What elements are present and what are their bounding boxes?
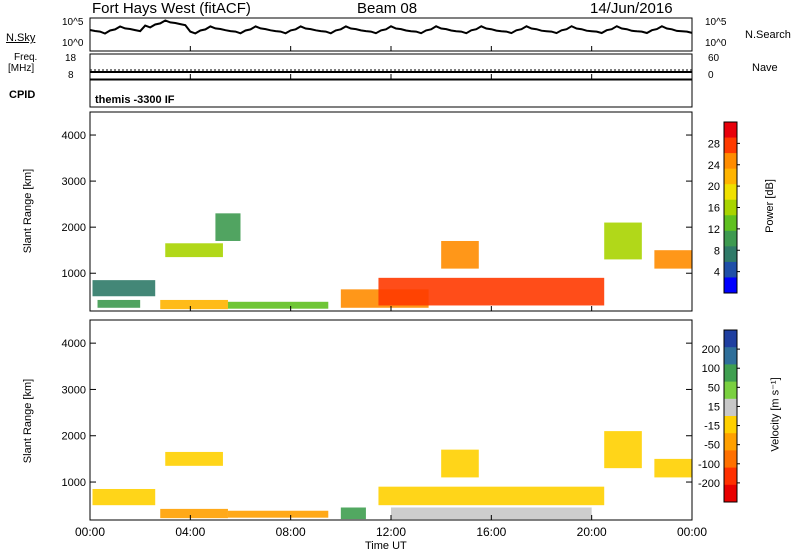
velocity-colorbar-tick-label-1: 100 — [702, 363, 720, 375]
power-colorbar-seg-7 — [724, 230, 737, 247]
velocity-colorbar-seg-8 — [724, 467, 737, 486]
power-region-7 — [378, 277, 605, 306]
nsky-label: N.Sky — [6, 32, 36, 44]
power-ytick-label-3: 4000 — [62, 130, 86, 142]
freq-label: Freq. — [14, 52, 38, 63]
velocity-colorbar-seg-7 — [724, 450, 737, 469]
power-region-8 — [441, 240, 479, 269]
cpid-label: CPID — [9, 89, 36, 101]
power-colorbar-tick-label-0: 28 — [708, 138, 720, 150]
xtick-label-4: 16:00 — [476, 525, 506, 539]
x-axis-label: Time UT — [365, 540, 407, 552]
xtick-label-0: 00:00 — [75, 525, 105, 539]
velocity-region-7 — [441, 449, 479, 478]
velocity-colorbar-tick-label-7: -200 — [698, 478, 720, 490]
nave-label: Nave — [752, 62, 778, 74]
power-ytick-label-0: 1000 — [62, 268, 86, 280]
power-region-0 — [92, 280, 156, 297]
power-colorbar-seg-5 — [724, 199, 737, 216]
velocity-region-0 — [92, 488, 156, 506]
power-ytick-label-2: 3000 — [62, 176, 86, 188]
velocity-ytick-label-0: 1000 — [62, 477, 86, 489]
power-colorbar-tick-label-5: 8 — [714, 245, 720, 257]
xtick-label-3: 12:00 — [376, 525, 406, 539]
power-colorbar-seg-9 — [724, 261, 737, 278]
velocity-ytick-label-3: 4000 — [62, 338, 86, 350]
nsky-trace — [89, 19, 693, 35]
velocity-ytick-label-2: 3000 — [62, 384, 86, 396]
cpid-panel-frame — [89, 79, 693, 108]
power-region-10 — [654, 250, 692, 269]
velocity-colorbar-seg-1 — [724, 347, 737, 365]
velocity-region-4 — [340, 507, 366, 520]
velocity-colorbar-tick-label-3: 15 — [708, 401, 720, 413]
freq-tick-top: 18 — [65, 53, 77, 64]
velocity-colorbar-seg-9 — [724, 484, 737, 503]
power-colorbar-seg-4 — [724, 184, 737, 201]
nave-tick-bottom: 0 — [708, 70, 714, 81]
power-region-5 — [227, 301, 329, 309]
velocity-region-8 — [604, 431, 642, 469]
freq-unit: [MHz] — [8, 63, 35, 74]
nave-tick-top: 60 — [708, 53, 720, 64]
velocity-colorbar-seg-3 — [724, 381, 737, 400]
freq-tick-bottom: 8 — [68, 70, 74, 81]
velocity-region-5 — [378, 486, 605, 506]
velocity-ytick-label-1: 2000 — [62, 431, 86, 443]
xtick-label-1: 04:00 — [175, 525, 205, 539]
power-colorbar-tick-label-3: 16 — [708, 203, 720, 215]
power-ytick-label-1: 2000 — [62, 222, 86, 234]
velocity-region-2 — [165, 451, 223, 466]
power-colorbar-tick-label-4: 12 — [708, 224, 720, 236]
velocity-colorbar-tick-label-0: 200 — [702, 344, 720, 356]
beam-label: Beam 08 — [357, 0, 418, 17]
velocity-colorbar-tick-label-2: 50 — [708, 382, 720, 394]
nsearch-label: N.Search — [745, 29, 791, 41]
nsky-tick-bottom: 10^0 — [62, 38, 84, 49]
power-region-9 — [604, 222, 642, 260]
velocity-region-6 — [391, 507, 592, 520]
velocity-colorbar-tick-label-5: -50 — [704, 440, 720, 452]
power-region-4 — [215, 213, 241, 241]
velocity-region-9 — [654, 458, 692, 478]
power-colorbar-seg-8 — [724, 246, 737, 263]
power-colorbar-tick-label-1: 24 — [708, 160, 720, 172]
velocity-colorbar-seg-0 — [724, 330, 737, 348]
power-colorbar-seg-1 — [724, 137, 737, 154]
velocity-colorbar-seg-6 — [724, 433, 737, 451]
velocity-colorbar-seg-4 — [724, 398, 737, 417]
power-colorbar-seg-3 — [724, 168, 737, 185]
velocity-colorbar-frame — [723, 329, 738, 503]
velocity-colorbar-seg-5 — [724, 416, 737, 434]
nsearch-tick-top: 10^5 — [705, 17, 727, 28]
xtick-label-6: 00:00 — [677, 525, 707, 539]
power-region-2 — [160, 299, 228, 310]
velocity-region-3 — [227, 510, 329, 518]
power-colorbar-seg-0 — [724, 122, 737, 139]
power-region-1 — [97, 299, 141, 308]
cpid-text: themis -3300 IF — [95, 94, 175, 106]
velocity-region-1 — [160, 508, 228, 519]
power-colorbar-seg-2 — [724, 153, 737, 170]
nsearch-tick-bottom: 10^0 — [705, 38, 727, 49]
xtick-label-5: 20:00 — [577, 525, 607, 539]
velocity-colorbar-tick-label-6: -100 — [698, 459, 720, 471]
power-region-3 — [165, 243, 223, 258]
date-label: 14/Jun/2016 — [590, 0, 673, 17]
nsky-tick-top: 10^5 — [62, 17, 84, 28]
station-title: Fort Hays West (fitACF) — [92, 0, 251, 17]
power-colorbar-seg-6 — [724, 215, 737, 232]
velocity-colorbar-seg-2 — [724, 364, 737, 383]
power-colorbar-tick-label-2: 20 — [708, 181, 720, 193]
power-colorbar-tick-label-6: 4 — [714, 267, 720, 279]
xtick-label-2: 08:00 — [276, 525, 306, 539]
power-colorbar-seg-10 — [724, 277, 737, 294]
velocity-colorbar-tick-label-4: -15 — [704, 421, 720, 433]
